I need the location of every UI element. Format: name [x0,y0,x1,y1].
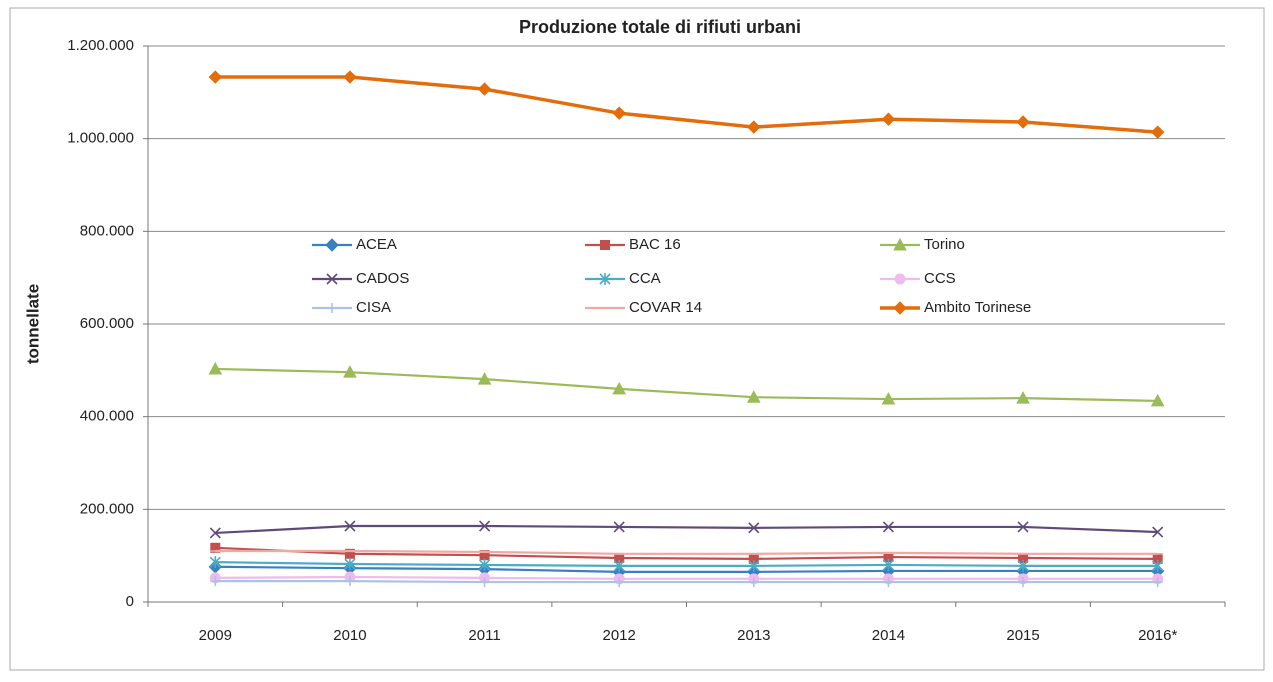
marker [882,558,895,571]
x-tick-label: 2016* [1138,627,1177,644]
marker [209,556,221,569]
series-line [215,546,1158,561]
legend-marker [893,301,907,315]
marker [883,577,894,588]
marker [210,542,221,553]
legend-label: ACEA [356,236,397,253]
marker [1018,577,1029,588]
y-tick-label: 1.200.000 [67,37,134,54]
marker [613,559,625,572]
legend-label: CISA [356,299,391,316]
x-tick-label: 2013 [737,627,770,644]
series-line [215,575,1158,580]
series-line [215,580,1158,584]
marker [344,558,356,571]
chart-title: Produzione totale di rifiuti urbani [519,17,801,37]
marker [208,361,223,375]
legend-marker [325,238,339,252]
marker [477,372,492,385]
marker [748,577,759,588]
marker [612,381,627,395]
y-tick-label: 0 [126,593,134,610]
marker [210,576,221,587]
marker [614,577,625,588]
series-line [215,367,1158,403]
y-tick-label: 400.000 [80,408,134,425]
marker [1016,115,1030,129]
marker [613,521,625,533]
marker [344,520,356,532]
marker [1152,559,1164,572]
marker [1152,577,1163,588]
y-tick-label: 1.000.000 [67,130,134,147]
legend-marker [894,273,906,285]
marker [748,559,760,572]
legend-marker [600,240,610,250]
marker [881,112,896,126]
marker [748,522,760,534]
y-tick-label: 200.000 [80,500,134,517]
legend-label: COVAR 14 [629,299,702,316]
marker [478,558,491,571]
legend-marker [326,273,338,285]
y-tick-label: 600.000 [80,315,134,332]
marker [1152,526,1164,538]
marker [612,106,626,120]
x-tick-label: 2010 [333,627,366,644]
marker [1150,393,1165,407]
marker [343,70,357,84]
marker [747,120,761,134]
y-tick-label: 800.000 [80,222,134,239]
x-tick-label: 2012 [603,627,636,644]
marker [478,520,491,532]
chart-frame [9,7,1265,671]
x-tick-label: 2014 [872,627,905,644]
marker [343,365,357,378]
marker [1017,559,1029,572]
legend-label: Torino [924,236,965,253]
x-tick-label: 2011 [468,627,500,644]
legend-label: CCA [629,270,661,287]
legend-marker [599,273,611,285]
marker [746,390,761,403]
marker [881,392,896,405]
marker [1017,521,1029,533]
series-line [215,565,1158,573]
legend-label: Ambito Torinese [924,299,1031,316]
series-line [215,524,1158,535]
legend-label: CCS [924,270,956,287]
series-line [215,75,1158,134]
marker [1016,391,1030,404]
marker [477,82,492,96]
legend-marker [893,237,907,251]
legend-label: CADOS [356,270,409,287]
x-tick-label: 2009 [199,627,232,644]
series-line [215,549,1158,555]
y-axis-label: tonnellate [23,284,42,364]
marker [209,527,221,539]
marker [208,70,223,84]
marker [344,576,355,587]
series-line [215,561,1158,567]
legend-label: BAC 16 [629,236,681,253]
x-tick-label: 2015 [1006,627,1039,644]
marker [479,577,490,588]
legend-marker [327,303,337,313]
marker [1150,125,1165,139]
marker [882,521,895,533]
